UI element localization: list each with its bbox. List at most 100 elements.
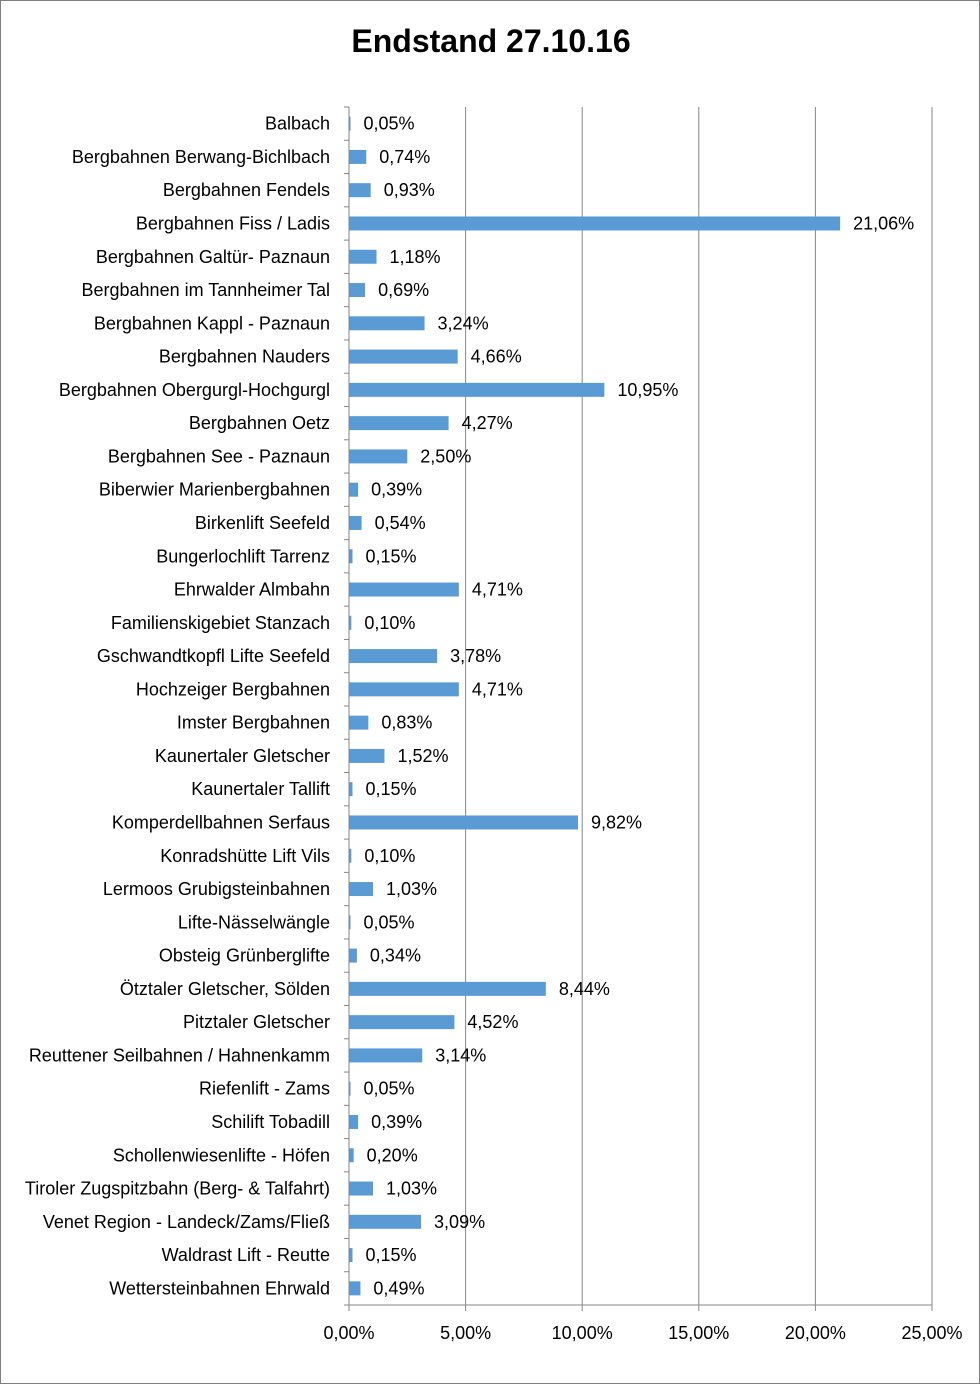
data-label: 3,24%: [438, 313, 489, 333]
data-label: 1,03%: [386, 879, 437, 899]
bar: [349, 283, 366, 298]
category-label: Schollenwiesenlifte - Höfen: [113, 1145, 330, 1165]
x-tick-label: 15,00%: [668, 1323, 729, 1343]
bar: [349, 249, 377, 264]
data-label: 0,15%: [365, 1245, 416, 1265]
data-label: 1,18%: [390, 247, 441, 267]
data-label: 2,50%: [420, 446, 471, 466]
category-label: Imster Bergbahnen: [177, 713, 330, 733]
category-label: Bergbahnen Kappl - Paznaun: [94, 313, 330, 333]
bar: [349, 948, 357, 963]
data-label: 0,10%: [364, 613, 415, 633]
data-label: 0,05%: [364, 114, 415, 134]
data-label: 0,69%: [378, 280, 429, 300]
x-tick-label: 5,00%: [440, 1323, 491, 1343]
data-label: 21,06%: [853, 213, 914, 233]
data-label: 4,52%: [467, 1012, 518, 1032]
bar: [349, 116, 351, 131]
data-label: 0,74%: [379, 147, 430, 167]
category-label: Kaunertaler Tallift: [191, 779, 330, 799]
data-label: 1,03%: [386, 1179, 437, 1199]
bar: [349, 1214, 422, 1229]
data-label: 8,44%: [559, 979, 610, 999]
category-label: Bergbahnen Fendels: [163, 180, 330, 200]
data-label: 0,83%: [381, 713, 432, 733]
bar: [349, 216, 841, 231]
data-label: 0,54%: [375, 513, 426, 533]
category-label: Tiroler Zugspitzbahn (Berg- & Talfahrt): [25, 1179, 330, 1199]
data-label: 3,78%: [450, 646, 501, 666]
bar: [349, 515, 362, 530]
category-label: Riefenlift - Zams: [199, 1079, 330, 1099]
data-label: 0,15%: [365, 546, 416, 566]
x-tick-label: 0,00%: [323, 1323, 374, 1343]
bar: [349, 1181, 374, 1196]
category-label: Reuttener Seilbahnen / Hahnenkamm: [29, 1045, 330, 1065]
data-label: 0,39%: [371, 1112, 422, 1132]
data-label: 10,95%: [617, 380, 678, 400]
x-tick-label: 20,00%: [785, 1323, 846, 1343]
category-label: Bergbahnen Oetz: [189, 413, 330, 433]
bar: [349, 349, 458, 364]
bar: [349, 848, 352, 863]
bar: [349, 316, 425, 331]
bar: [349, 582, 459, 597]
category-label: Bergbahnen im Tannheimer Tal: [82, 280, 331, 300]
bar: [349, 482, 359, 497]
category-label: Bergbahnen Galtür- Paznaun: [96, 247, 330, 267]
category-label: Waldrast Lift - Reutte: [162, 1245, 330, 1265]
category-label: Lermoos Grubigsteinbahnen: [103, 879, 330, 899]
data-label: 1,52%: [397, 746, 448, 766]
data-label: 3,09%: [434, 1212, 485, 1232]
category-label: Bergbahnen Obergurgl-Hochgurgl: [59, 380, 330, 400]
category-label: Bergbahnen Fiss / Ladis: [136, 213, 330, 233]
bar: [349, 682, 459, 697]
bar: [349, 183, 371, 198]
bar: [349, 1248, 353, 1263]
bar: [349, 815, 579, 830]
data-label: 4,71%: [472, 679, 523, 699]
category-label: Gschwandtkopfl Lifte Seefeld: [97, 646, 330, 666]
data-label: 0,49%: [373, 1278, 424, 1298]
bar: [349, 882, 374, 897]
category-label: Familienskigebiet Stanzach: [111, 613, 330, 633]
bar: [349, 1048, 423, 1063]
data-label: 4,27%: [462, 413, 513, 433]
category-label: Bergbahnen Berwang-Bichlbach: [72, 147, 330, 167]
category-label: Lifte-Nässelwängle: [178, 912, 330, 932]
data-label: 0,93%: [384, 180, 435, 200]
category-label: Balbach: [265, 114, 330, 134]
category-label: Kaunertaler Gletscher: [155, 746, 330, 766]
data-label: 4,66%: [471, 347, 522, 367]
category-label: Konradshütte Lift Vils: [160, 846, 330, 866]
category-label: Ötztaler Gletscher, Sölden: [120, 979, 330, 999]
data-label: 0,34%: [370, 946, 421, 966]
bar: [349, 382, 605, 397]
bar: [349, 782, 353, 797]
bar: [349, 149, 367, 164]
category-label: Hochzeiger Bergbahnen: [136, 679, 330, 699]
data-label: 0,20%: [367, 1145, 418, 1165]
category-label: Komperdellbahnen Serfaus: [112, 812, 330, 832]
bar: [349, 1114, 359, 1129]
data-label: 0,05%: [364, 1079, 415, 1099]
bar: [349, 1015, 455, 1030]
bar: [349, 748, 385, 763]
bar: [349, 915, 351, 930]
bar: [349, 416, 449, 431]
data-label: 0,15%: [365, 779, 416, 799]
bar: [349, 449, 408, 464]
category-label: Pitztaler Gletscher: [183, 1012, 330, 1032]
category-label: Wettersteinbahnen Ehrwald: [109, 1278, 330, 1298]
bar: [349, 649, 438, 664]
bar: [349, 615, 352, 630]
category-label: Birkenlift Seefeld: [195, 513, 330, 533]
bar: [349, 981, 546, 996]
data-label: 0,10%: [364, 846, 415, 866]
data-label: 3,14%: [435, 1045, 486, 1065]
category-label: Ehrwalder Almbahn: [174, 580, 330, 600]
category-label: Schilift Tobadill: [211, 1112, 330, 1132]
category-label: Biberwier Marienbergbahnen: [99, 480, 330, 500]
